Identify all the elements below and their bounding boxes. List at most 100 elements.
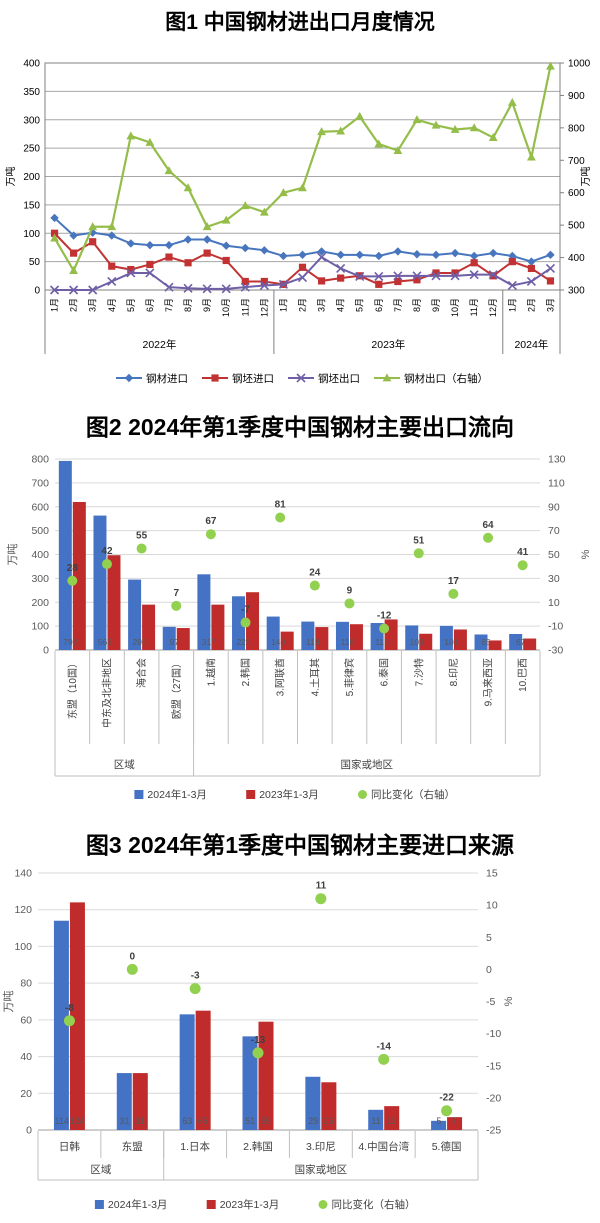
category-label: 东盟 bbox=[122, 1140, 143, 1153]
month-tick-label: 11月 bbox=[240, 298, 250, 316]
bar-2023 bbox=[132, 1073, 148, 1130]
series-marker-steel-export-right bbox=[355, 111, 365, 120]
category-label: 1.日本 bbox=[180, 1140, 210, 1153]
yoy-value-label: 41 bbox=[517, 547, 529, 558]
bar-2023 bbox=[453, 629, 467, 650]
left-axis-tick-label: 250 bbox=[23, 144, 40, 155]
bar-value-label-2024: 31 bbox=[120, 1116, 130, 1126]
category-label: 欧盟（27国） bbox=[171, 658, 183, 719]
category-label: 5.德国 bbox=[432, 1140, 462, 1153]
group-band-label: 区域 bbox=[114, 758, 135, 771]
category-label: 9.马来西亚 bbox=[483, 658, 495, 706]
series-marker-billet-export bbox=[488, 270, 498, 280]
series-marker-steel-export-right bbox=[412, 115, 422, 124]
series-marker-steel-export-right bbox=[107, 222, 117, 231]
right-axis-tick-label: -10 bbox=[548, 621, 563, 633]
bar-2024 bbox=[439, 625, 453, 650]
series-marker-steel-export-right bbox=[279, 188, 288, 197]
series-marker-billet-import bbox=[470, 259, 478, 267]
series-marker-steel-export-right bbox=[450, 124, 460, 133]
yoy-dot bbox=[252, 1047, 264, 1059]
yoy-value-label: 9 bbox=[347, 585, 353, 596]
left-axis-tick-label: 0 bbox=[26, 1125, 32, 1137]
category-label: 日韩 bbox=[59, 1140, 80, 1153]
yoy-value-label: 7 bbox=[173, 588, 179, 599]
series-marker-billet-import bbox=[146, 260, 154, 269]
series-marker-billet-import bbox=[165, 253, 173, 261]
yoy-value-label: -12 bbox=[377, 611, 392, 622]
bar-value-label: 113 bbox=[375, 637, 389, 647]
legend-label-yoy: 同比变化（右轴） bbox=[332, 1198, 416, 1211]
bar-value-label: 65 bbox=[481, 637, 491, 647]
series-marker-steel-import bbox=[126, 239, 136, 248]
bar-2023 bbox=[258, 1021, 274, 1130]
month-tick-label: 2月 bbox=[69, 298, 79, 312]
bar-2023 bbox=[211, 604, 225, 650]
series-marker-steel-export-right bbox=[431, 120, 441, 129]
series-marker-billet-export bbox=[393, 271, 403, 281]
series-marker-billet-export bbox=[278, 279, 288, 289]
legend-label-y2024: 2024年1-3月 bbox=[108, 1198, 168, 1211]
series-marker-steel-export-right bbox=[240, 201, 250, 210]
series-marker-billet-import bbox=[298, 263, 307, 271]
month-tick-label: 2月 bbox=[298, 298, 308, 312]
left-axis-tick-label: 50 bbox=[29, 257, 41, 268]
left-axis-tick-label: 80 bbox=[20, 978, 32, 990]
chart2-canvas: 0 100 200 300 400 500 600 700 800 130 110 90 70 50 30 1… bbox=[6, 454, 592, 802]
bar-2024 bbox=[162, 626, 176, 650]
series-marker-steel-export-right bbox=[374, 139, 384, 148]
bar-2023 bbox=[488, 640, 502, 650]
series-marker-billet-export bbox=[355, 271, 365, 281]
bar-value-label-2024: 5 bbox=[436, 1116, 441, 1126]
series-marker-billet-export bbox=[240, 282, 250, 292]
yoy-value-label: 11 bbox=[316, 881, 327, 892]
yoy-value-label: -8 bbox=[65, 1003, 74, 1014]
bar-value-label-2023: 31 bbox=[135, 1116, 145, 1126]
month-tick-label: 7月 bbox=[164, 298, 174, 312]
bar-value-label: 103 bbox=[410, 637, 424, 647]
right-axis-tick-label: 10 bbox=[548, 597, 560, 609]
series-marker-steel-export-right bbox=[336, 126, 346, 135]
chart3-title: 图3 2024年第1季度中国钢材主要进口来源 bbox=[85, 832, 515, 858]
month-tick-label: 8月 bbox=[183, 298, 193, 312]
bar-value-label: 140 bbox=[271, 637, 285, 647]
bar-2023 bbox=[195, 1010, 211, 1130]
legend-marker-billet-export bbox=[296, 373, 306, 383]
series-marker-steel-export-right bbox=[469, 123, 479, 132]
bar-2024 bbox=[179, 1014, 195, 1130]
yoy-dot bbox=[101, 559, 112, 570]
bar-value-label-2024: 11 bbox=[371, 1116, 380, 1126]
month-tick-label: 12月 bbox=[259, 298, 269, 317]
series-marker-billet-export bbox=[412, 271, 422, 281]
yoy-dot bbox=[63, 1015, 75, 1027]
left-axis-tick-label: 500 bbox=[31, 525, 49, 537]
legend-label-steel-export-right: 钢材出口（右轴） bbox=[404, 372, 488, 385]
category-label: 10.巴西 bbox=[517, 658, 529, 692]
legend-marker-steel-import bbox=[124, 373, 134, 383]
series-marker-steel-import bbox=[431, 250, 441, 260]
category-label: 7.沙特 bbox=[413, 658, 425, 686]
category-label: 6.泰国 bbox=[378, 658, 391, 686]
category-label: 东盟（10国） bbox=[66, 658, 79, 719]
bar-2023 bbox=[315, 627, 329, 650]
series-marker-steel-export-right bbox=[507, 97, 517, 106]
bar-value-label-2024: 51 bbox=[245, 1116, 255, 1126]
left-axis-tick-label: 100 bbox=[31, 621, 49, 633]
chart1-plot: 0 50 100 150 200 250 300 350 400 300 400 500 600 700 8… bbox=[4, 59, 592, 354]
legend-label-y2024: 2024年1-3月 bbox=[147, 788, 207, 801]
left-axis-tick-label: 300 bbox=[23, 115, 40, 126]
bar-2023 bbox=[523, 638, 537, 650]
right-axis-tick-label: 5 bbox=[486, 932, 492, 944]
series-marker-steel-export-right bbox=[126, 131, 136, 140]
series-marker-billet-export bbox=[88, 285, 98, 295]
bar-2024 bbox=[232, 596, 246, 650]
category-label: 海合会 bbox=[135, 658, 148, 688]
left-axis-tick-label: 120 bbox=[14, 904, 32, 916]
yoy-dot bbox=[344, 598, 355, 609]
series-marker-steel-import bbox=[450, 248, 460, 258]
yoy-dot bbox=[517, 560, 528, 571]
month-tick-label: 7月 bbox=[393, 298, 403, 312]
series-marker-billet-import bbox=[50, 229, 59, 237]
left-axis-tick-label: 20 bbox=[20, 1088, 32, 1100]
